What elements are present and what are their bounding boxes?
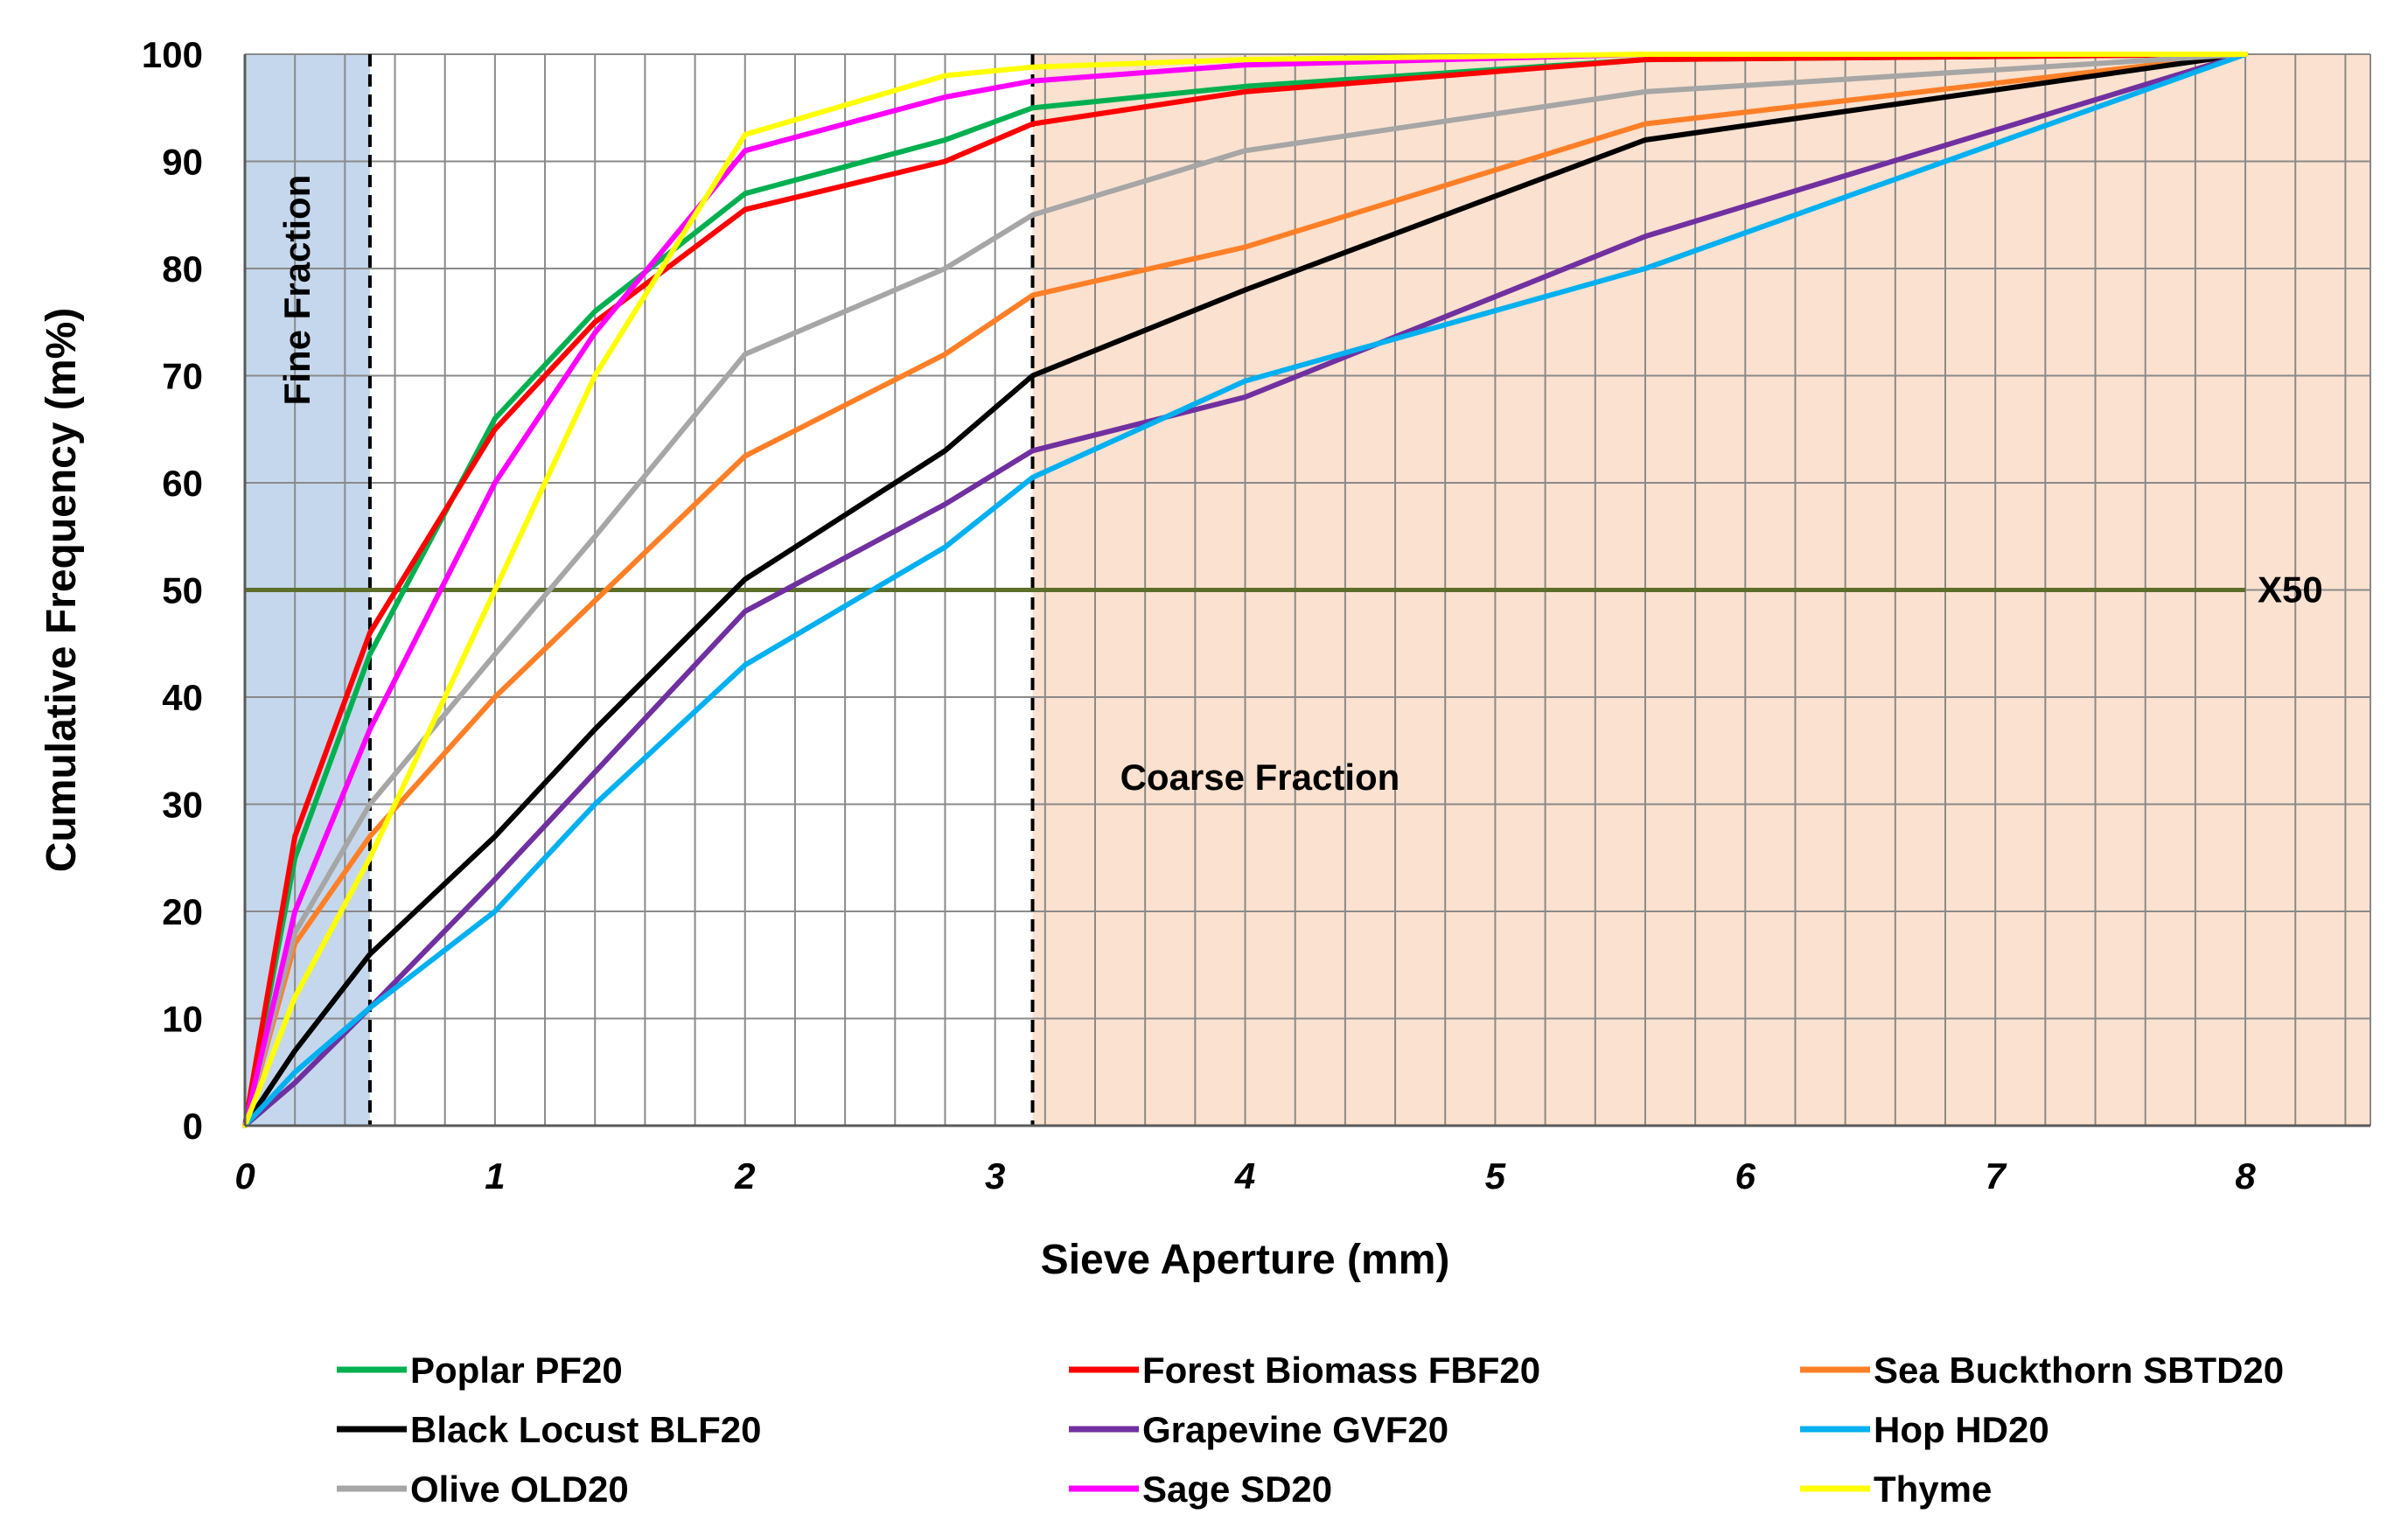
legend-label: Sage SD20: [1142, 1469, 1332, 1510]
x-tick-label: 0: [234, 1155, 255, 1197]
x-tick-label: 7: [1985, 1155, 2007, 1197]
legend-item: Forest Biomass FBF20: [1069, 1350, 1540, 1391]
x50-label: X50: [2258, 569, 2323, 611]
y-tick-label: 100: [142, 34, 203, 75]
y-axis-title: Cumulative Frequency (m%): [38, 308, 85, 872]
coarse-fraction-label: Coarse Fraction: [1120, 757, 1400, 798]
x-tick-label: 5: [1485, 1155, 1506, 1197]
series-line-thyme: [242, 52, 2249, 1128]
legend-label: Thyme: [1874, 1469, 1992, 1510]
x-tick-label: 2: [734, 1155, 755, 1197]
y-tick-label: 10: [162, 999, 203, 1040]
legend-label: Black Locust BLF20: [410, 1409, 761, 1450]
legend-label: Hop HD20: [1874, 1409, 2049, 1450]
legend-label: Olive OLD20: [410, 1469, 629, 1510]
x-tick-label: 8: [2235, 1155, 2256, 1197]
fine-fraction-label: Fine Fraction: [276, 175, 318, 406]
y-tick-label: 70: [162, 356, 203, 397]
legend-item: Poplar PF20: [337, 1350, 623, 1391]
series-line-sage-sd20: [242, 52, 2249, 1128]
y-tick-label: 90: [162, 142, 203, 183]
series-line-poplar-pf20: [242, 52, 2249, 1128]
legend-item: Black Locust BLF20: [337, 1409, 761, 1450]
legend-item: Thyme: [1800, 1469, 1992, 1510]
series-line-black-locust-blf20: [242, 52, 2249, 1128]
legend-label: Sea Buckthorn SBTD20: [1874, 1350, 2284, 1391]
series-line-olive-old20: [242, 52, 2249, 1128]
y-tick-label: 80: [162, 248, 203, 290]
legend-item: Olive OLD20: [337, 1469, 629, 1510]
x-axis-title: Sieve Aperture (mm): [1041, 1237, 1450, 1283]
y-tick-label: 60: [162, 463, 203, 504]
legend-item: Hop HD20: [1800, 1409, 2049, 1450]
y-tick-label: 20: [162, 891, 203, 932]
x-tick-label: 6: [1735, 1155, 1756, 1197]
y-tick-label: 50: [162, 570, 203, 611]
legend-label: Grapevine GVF20: [1142, 1409, 1448, 1450]
legend-label: Forest Biomass FBF20: [1142, 1350, 1540, 1391]
y-tick-label: 40: [162, 677, 203, 718]
series-line-forest-biomass-fbf20: [242, 52, 2249, 1128]
legend-item: Sage SD20: [1069, 1469, 1332, 1510]
y-tick-label: 30: [162, 785, 203, 826]
y-tick-label: 0: [183, 1106, 203, 1147]
series-line-sea-buckthorn-sbtd20: [242, 52, 2249, 1128]
legend-label: Poplar PF20: [410, 1350, 623, 1391]
x-tick-label: 1: [485, 1155, 505, 1197]
legend-item: Grapevine GVF20: [1069, 1409, 1448, 1450]
series-line-hop-hd20: [242, 52, 2249, 1128]
legend-item: Sea Buckthorn SBTD20: [1800, 1350, 2284, 1391]
x-tick-label: 3: [985, 1155, 1005, 1197]
x-tick-label: 4: [1234, 1155, 1255, 1197]
